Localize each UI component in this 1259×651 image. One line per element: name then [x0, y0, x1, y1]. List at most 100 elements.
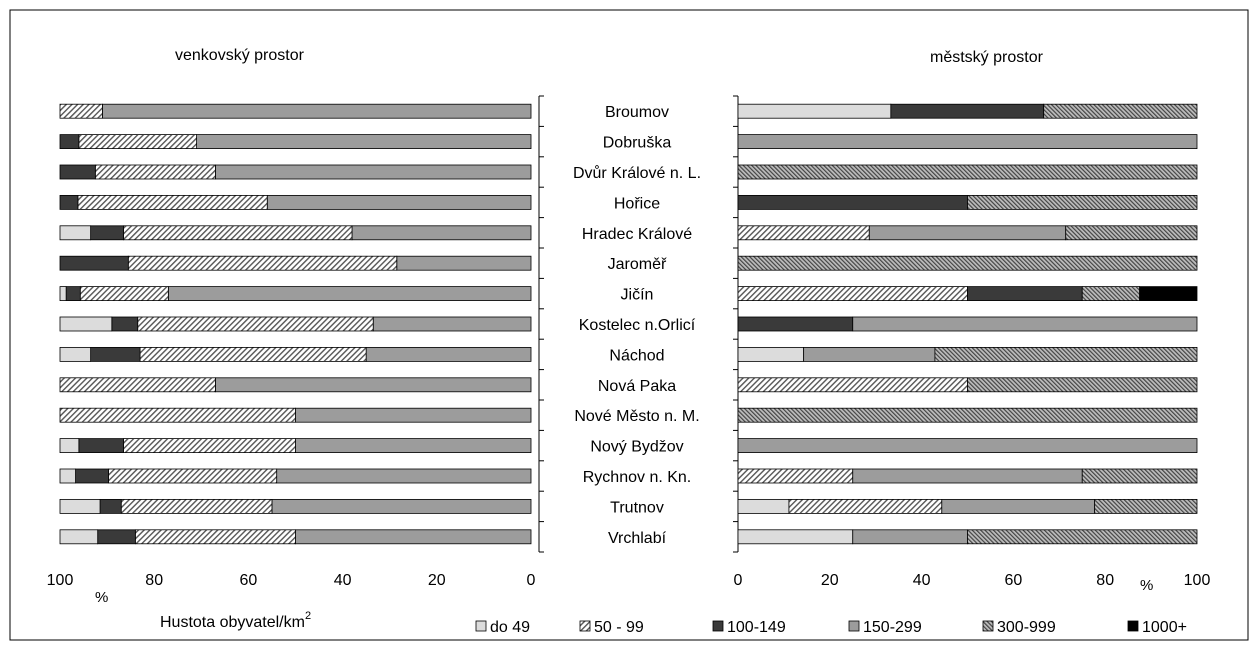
rural-bar-nov-paka-150-299 [215, 377, 532, 393]
rural-bar-vrchlab--50-99 [134, 529, 296, 545]
rural-bar-hradec-kr-lov--150-299 [351, 225, 532, 241]
rural-bar-jarom--50-99 [127, 255, 398, 271]
rural-tick-label: 80 [145, 572, 163, 589]
rural-bar-n-chod-150-299 [365, 346, 532, 362]
urban-bar-ji-n-300-999 [1081, 286, 1141, 302]
rural-bar-rychnov-n-kn--150-299 [276, 468, 532, 484]
urban-bar-kostelec-n-orlic--150-299 [852, 316, 1198, 332]
urban-tick-label: 60 [1005, 572, 1023, 589]
rural-bar-hradec-kr-lov--50-99 [123, 225, 353, 241]
rural-bar-rychnov-n-kn--50-99 [108, 468, 278, 484]
category-label-rychnov-n-kn-: Rychnov n. Kn. [583, 469, 692, 486]
urban-bar-hradec-kr-lov--50-99 [737, 225, 870, 241]
urban-bar-broumov-do-49 [737, 103, 892, 119]
rural-bar-nov-byd-ov-50-99 [123, 438, 296, 454]
rural-bar-vrchlab--100-149 [97, 529, 136, 545]
rural-bar-n-chod-100-149 [90, 346, 141, 362]
rural-bar-vrchlab--150-299 [295, 529, 532, 545]
rural-bar-dv-r-kr-lov-n-l--100-149 [59, 164, 96, 180]
urban-bar-nov-paka-50-99 [737, 377, 968, 393]
rural-bar-kostelec-n-orlic--do-49 [59, 316, 113, 332]
legend-label-1000-: 1000+ [1142, 619, 1187, 636]
rural-bar-rychnov-n-kn--do-49 [59, 468, 76, 484]
urban-tick-label: 0 [734, 572, 743, 589]
urban-bar-trutnov-50-99 [788, 498, 943, 514]
urban-bar-n-chod-150-299 [803, 346, 936, 362]
rural-bar-ho-ice-100-149 [59, 194, 79, 210]
urban-bar-vrchlab--300-999 [967, 529, 1198, 545]
rural-bar-nov-m-sto-n-m--50-99 [59, 407, 296, 423]
urban-bar-nov-paka-300-999 [967, 377, 1198, 393]
rural-tick-label: 100 [47, 572, 74, 589]
rural-bar-dobru-ka-50-99 [78, 134, 197, 150]
rural-bar-n-chod-50-99 [139, 346, 367, 362]
rural-bar-jarom--150-299 [396, 255, 532, 271]
urban-bar-n-chod-300-999 [934, 346, 1198, 362]
rural-bar-trutnov-150-299 [271, 498, 532, 514]
rural-bar-ji-n-150-299 [167, 286, 532, 302]
urban-bar-dv-r-kr-lov-n-l--300-999 [737, 164, 1198, 180]
legend-label-300-999: 300-999 [997, 619, 1056, 636]
urban-tick-label: 40 [913, 572, 931, 589]
urban-bar-jarom--300-999 [737, 255, 1198, 271]
category-label-ho-ice: Hořice [614, 195, 660, 212]
category-label-nov-paka: Nová Paka [598, 378, 676, 395]
category-label-nov-m-sto-n-m-: Nové Město n. M. [574, 408, 699, 425]
urban-unit-label: % [1140, 577, 1153, 594]
legend-swatch-50-99 [579, 620, 591, 632]
rural-bar-dv-r-kr-lov-n-l--50-99 [94, 164, 216, 180]
rural-title: venkovský prostor [175, 47, 305, 64]
urban-tick-label: 80 [1096, 572, 1114, 589]
rural-tick-label: 40 [334, 572, 352, 589]
rural-chart: 100 80 60 40 20 0% [47, 95, 544, 606]
category-label-broumov: Broumov [605, 104, 669, 121]
urban-bar-ho-ice-300-999 [967, 194, 1198, 210]
category-label-ji-n: Jičín [621, 287, 654, 304]
category-label-n-chod: Náchod [609, 347, 664, 364]
category-label-dv-r-kr-lov-n-l-: Dvůr Králové n. L. [573, 164, 701, 182]
urban-chart: 0 20 40 60 80 100% [733, 95, 1210, 594]
urban-bar-ji-n-50-99 [737, 286, 968, 302]
category-label-hradec-kr-lov-: Hradec Králové [582, 226, 692, 243]
urban-bar-broumov-300-999 [1043, 103, 1198, 119]
urban-tick-label: 20 [821, 572, 839, 589]
urban-bar-n-chod-do-49 [737, 346, 805, 362]
rural-bar-nov-m-sto-n-m--150-299 [295, 407, 532, 423]
legend-swatch-150-299 [848, 620, 860, 632]
urban-bar-rychnov-n-kn--50-99 [737, 468, 854, 484]
urban-bar-trutnov-do-49 [737, 498, 790, 514]
rural-bar-broumov-50-99 [59, 103, 103, 119]
rural-bar-kostelec-n-orlic--50-99 [137, 316, 374, 332]
rural-bar-dobru-ka-100-149 [59, 134, 80, 150]
legend-label-do-49: do 49 [490, 619, 530, 636]
rural-bar-nov-byd-ov-100-149 [78, 438, 124, 454]
urban-bar-nov-m-sto-n-m--300-999 [737, 407, 1198, 423]
urban-bar-hradec-kr-lov--150-299 [868, 225, 1067, 241]
legend-label-100-149: 100-149 [727, 619, 786, 636]
rural-bar-ji-n-100-149 [65, 286, 81, 302]
urban-bar-ho-ice-100-149 [737, 194, 968, 210]
urban-bar-rychnov-n-kn--300-999 [1081, 468, 1198, 484]
rural-bar-ho-ice-150-299 [266, 194, 532, 210]
category-label-jarom-: Jaroměř [608, 256, 667, 273]
legend: do 49 50 - 99 100-149 150-299 300-999 1000+ [475, 619, 1187, 636]
legend-swatch-100-149 [712, 620, 724, 632]
urban-bar-broumov-100-149 [890, 103, 1045, 119]
rural-bar-nov-byd-ov-150-299 [295, 438, 532, 454]
rural-tick-label: 20 [428, 572, 446, 589]
legend-swatch-300-999 [982, 620, 994, 632]
rural-bar-trutnov-50-99 [120, 498, 273, 514]
urban-bar-kostelec-n-orlic--100-149 [737, 316, 854, 332]
rural-bar-kostelec-n-orlic--100-149 [111, 316, 139, 332]
legend-swatch-do-49 [475, 620, 487, 632]
urban-bar-ji-n-100-149 [967, 286, 1083, 302]
rural-bar-ji-n-do-49 [59, 286, 67, 302]
urban-bar-vrchlab--150-299 [852, 529, 968, 545]
rural-bar-ho-ice-50-99 [77, 194, 268, 210]
rural-unit-label: % [95, 589, 108, 606]
category-labels: Broumov Dobruška Dvůr Králové n. L. Hořice H… [573, 104, 701, 547]
urban-bar-rychnov-n-kn--150-299 [852, 468, 1083, 484]
category-label-vrchlab-: Vrchlabí [608, 530, 667, 547]
